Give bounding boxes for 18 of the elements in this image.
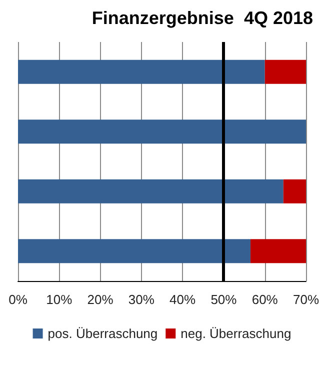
x-tick-label: 30%	[128, 292, 155, 307]
x-tick-label: 0%	[8, 292, 28, 307]
x-tick-label: 60%	[252, 292, 278, 307]
bar	[18, 120, 306, 144]
bar	[18, 60, 265, 84]
bar	[283, 179, 306, 204]
bar	[18, 179, 284, 204]
x-tick-label: 40%	[170, 292, 196, 307]
bar	[264, 60, 306, 84]
bar	[250, 239, 306, 264]
bar	[18, 239, 250, 264]
legend-label: neg. Überraschung	[180, 326, 292, 341]
x-tick-label: 70%	[292, 292, 320, 307]
x-tick-label: 10%	[46, 292, 73, 307]
chart-title: Finanzergebnise 4Q 2018	[92, 8, 314, 28]
x-tick-label: 50%	[210, 292, 238, 307]
legend-label: pos. Überraschung	[48, 326, 158, 341]
x-tick-label: 20%	[87, 292, 114, 307]
